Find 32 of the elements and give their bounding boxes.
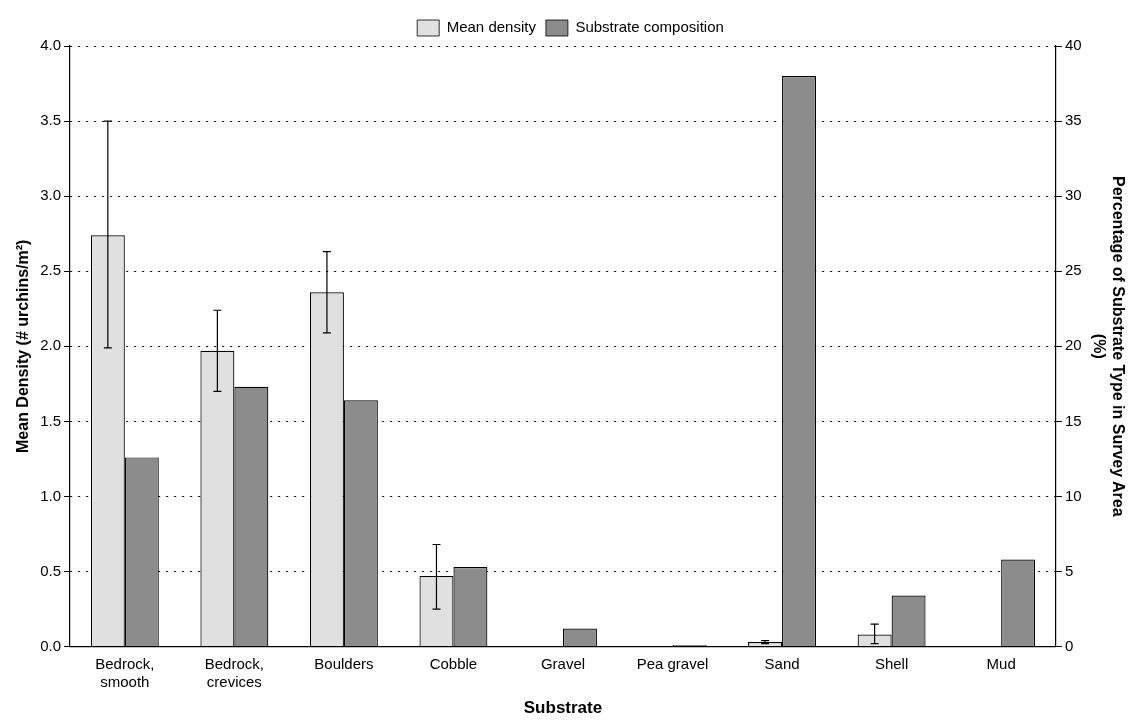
y-tick-label: 2.5 — [40, 261, 62, 279]
x-tick-label: Bedrock, smooth — [95, 654, 155, 690]
y2-tick-label: 30 — [1064, 186, 1082, 204]
x-axis-title: Substrate — [523, 698, 603, 718]
x-tick-label: Gravel — [540, 654, 586, 672]
y-tick-label: 1.5 — [40, 411, 62, 429]
y2-tick-label: 0 — [1064, 636, 1074, 654]
y2-tick-label: 25 — [1064, 261, 1082, 279]
y2-tick-label: 10 — [1064, 486, 1082, 504]
y-tick-label: 3.0 — [40, 186, 62, 204]
y2-tick-label: 20 — [1064, 336, 1082, 354]
x-tick-label: Mud — [986, 654, 1016, 672]
legend-label: Mean density — [446, 18, 537, 36]
x-tick-label: Bedrock, crevices — [204, 654, 264, 690]
y2-tick-label: 15 — [1064, 411, 1082, 429]
x-tick-label: Boulders — [314, 654, 374, 672]
legend-label: Substrate composition — [575, 18, 724, 36]
y-tick-label: 1.0 — [40, 486, 62, 504]
y-axis-title: Mean Density (# urchins/m²) — [14, 239, 32, 453]
y2-tick-label: 35 — [1064, 111, 1082, 129]
y-tick-label: 4.0 — [40, 36, 62, 54]
y2-tick-label: 5 — [1064, 561, 1074, 579]
x-tick-label: Sand — [764, 654, 800, 672]
y2-tick-label: 40 — [1064, 36, 1082, 54]
x-tick-label: Cobble — [429, 654, 478, 672]
y2-axis-title: Percentage of Substrate Type in Survey Area (%) — [1090, 176, 1127, 517]
x-tick-label: Pea gravel — [636, 654, 709, 672]
y-tick-label: 0.0 — [40, 636, 62, 654]
y-tick-label: 0.5 — [40, 561, 62, 579]
y-tick-label: 2.0 — [40, 336, 62, 354]
y-tick-label: 3.5 — [40, 111, 62, 129]
x-tick-label: Shell — [874, 654, 909, 672]
